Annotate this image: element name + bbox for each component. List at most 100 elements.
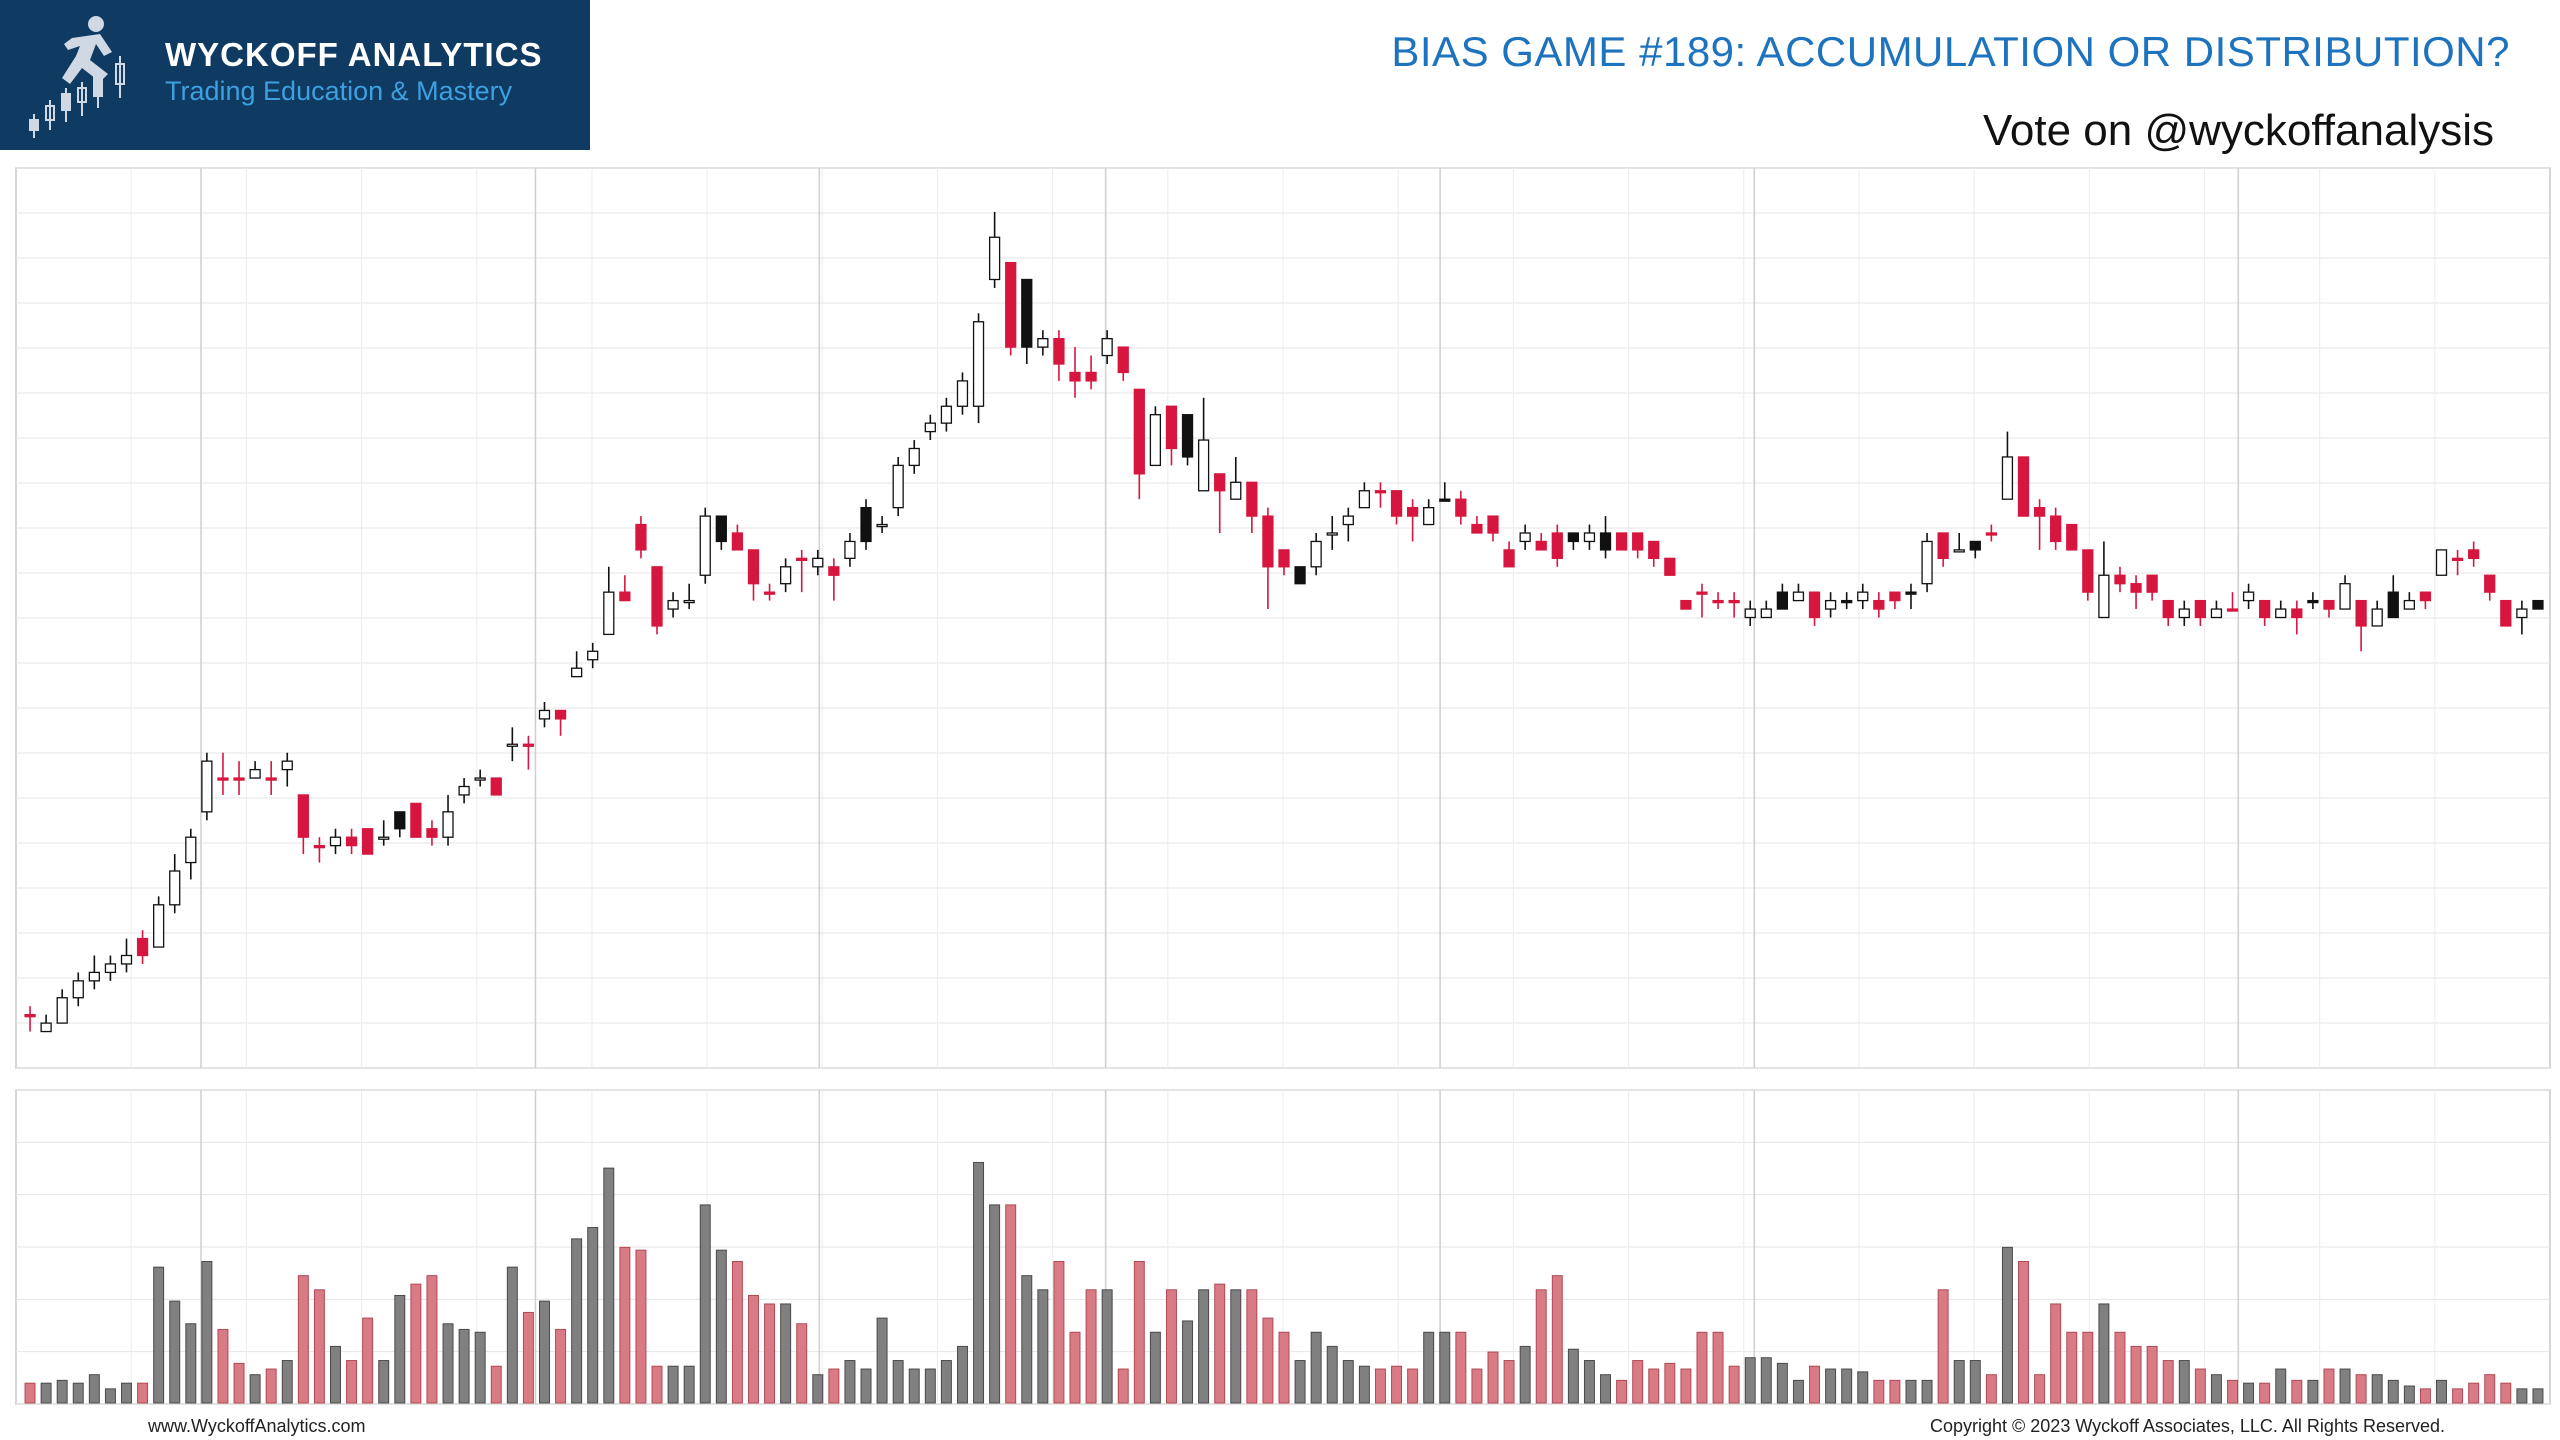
volume-bar: [233, 1362, 245, 1404]
candle-body: [699, 515, 711, 576]
volume-bar: [973, 1161, 985, 1404]
candle-body: [458, 785, 470, 796]
candle-body: [828, 566, 840, 576]
volume-bar: [1165, 1289, 1177, 1404]
candle-body: [1696, 591, 1708, 595]
volume-bar: [1423, 1331, 1435, 1404]
candle-body: [2130, 583, 2142, 593]
volume-bar: [2114, 1331, 2126, 1404]
volume-bar: [812, 1374, 824, 1404]
candle-body: [554, 709, 567, 720]
runner-logo-icon: [29, 16, 125, 138]
volume-bar: [1648, 1368, 1660, 1404]
volume-bar: [2532, 1388, 2544, 1404]
volume-bar: [2275, 1368, 2287, 1404]
candle-body: [40, 1022, 52, 1033]
candle-body: [2532, 599, 2544, 610]
volume-bar: [1053, 1261, 1065, 1404]
candle-body: [1310, 540, 1322, 568]
volume-bar: [635, 1249, 647, 1404]
candle-body: [1841, 599, 1853, 604]
candle-body: [715, 515, 727, 543]
candle-body: [2484, 574, 2496, 593]
volume-bar: [1809, 1365, 1821, 1404]
volume-bar: [1358, 1365, 1370, 1404]
volume-bar: [796, 1323, 808, 1404]
candle-body: [2082, 549, 2094, 593]
candle-body: [1101, 337, 1113, 357]
candle-body: [1423, 506, 1435, 526]
candle-body: [2194, 599, 2206, 619]
volume-bar: [1021, 1275, 1033, 1404]
candle-body: [1149, 414, 1162, 467]
candle-body: [988, 236, 1001, 281]
candle-body: [1326, 532, 1338, 536]
volume-bar: [442, 1323, 454, 1404]
candle-body: [1181, 414, 1194, 458]
candle-body: [667, 599, 679, 610]
candle-body: [24, 1014, 36, 1018]
candle-body: [233, 777, 245, 781]
volume-bar: [1712, 1331, 1724, 1404]
volume-bar: [619, 1246, 631, 1404]
candle-body: [72, 980, 84, 999]
logo-box: WYCKOFF ANALYTICS Trading Education & Ma…: [0, 0, 590, 150]
candle-body: [1712, 599, 1724, 604]
volume-bar: [651, 1365, 663, 1404]
volume-bar: [458, 1328, 470, 1404]
volume-bar: [2034, 1374, 2046, 1404]
volume-bar: [249, 1374, 261, 1404]
volume-bar: [410, 1283, 422, 1404]
candle-body: [1165, 405, 1178, 450]
volume-bar: [1664, 1362, 1676, 1404]
volume-bar: [908, 1368, 920, 1404]
candle-body: [1406, 506, 1419, 517]
volume-bar: [2162, 1360, 2174, 1404]
price-volume-chart: [15, 167, 2551, 1405]
candle-body: [940, 405, 953, 424]
candle-body: [442, 811, 454, 838]
volume-bar: [571, 1238, 583, 1404]
volume-bar: [1149, 1331, 1161, 1404]
volume-bar: [1535, 1289, 1547, 1404]
volume-bar: [1969, 1360, 1981, 1404]
candle-body: [345, 836, 358, 847]
candle-body: [2242, 591, 2255, 602]
volume-bar: [2500, 1382, 2512, 1404]
candle-body: [88, 971, 100, 982]
candle-body: [2355, 599, 2367, 627]
candle-body: [2500, 599, 2512, 627]
volume-bar: [924, 1368, 936, 1404]
volume-bar: [1037, 1289, 1049, 1404]
volume-bar: [394, 1294, 406, 1404]
volume-bar: [1214, 1283, 1226, 1404]
candle-body: [522, 743, 535, 747]
volume-bar: [1182, 1320, 1194, 1404]
candle-body: [329, 836, 342, 847]
candle-body: [281, 760, 293, 771]
volume-bar: [1680, 1368, 1692, 1404]
volume-bar: [956, 1345, 968, 1404]
volume-bar: [2066, 1331, 2078, 1404]
candle-body: [2419, 591, 2432, 602]
candle-body: [747, 549, 760, 585]
candle-body: [1567, 532, 1580, 543]
candle-body: [1889, 591, 1901, 602]
volume-bar: [378, 1360, 390, 1404]
volume-bar: [56, 1379, 68, 1404]
candle-body: [474, 777, 486, 781]
candle-body: [1535, 540, 1547, 551]
candle-body: [1053, 337, 1065, 365]
logo-name: WYCKOFF ANALYTICS: [165, 36, 543, 73]
candle-body: [908, 447, 920, 467]
volume-bar: [1937, 1289, 1949, 1404]
volume-bar: [892, 1360, 904, 1404]
volume-bar: [1889, 1379, 1901, 1404]
volume-bar: [1005, 1204, 1017, 1404]
candle-body: [892, 464, 904, 509]
candle-body: [1246, 481, 1258, 517]
candle-body: [2066, 523, 2078, 551]
candle-body: [2435, 549, 2448, 576]
volume-bar: [1632, 1360, 1644, 1404]
volume-bar: [1374, 1368, 1386, 1404]
